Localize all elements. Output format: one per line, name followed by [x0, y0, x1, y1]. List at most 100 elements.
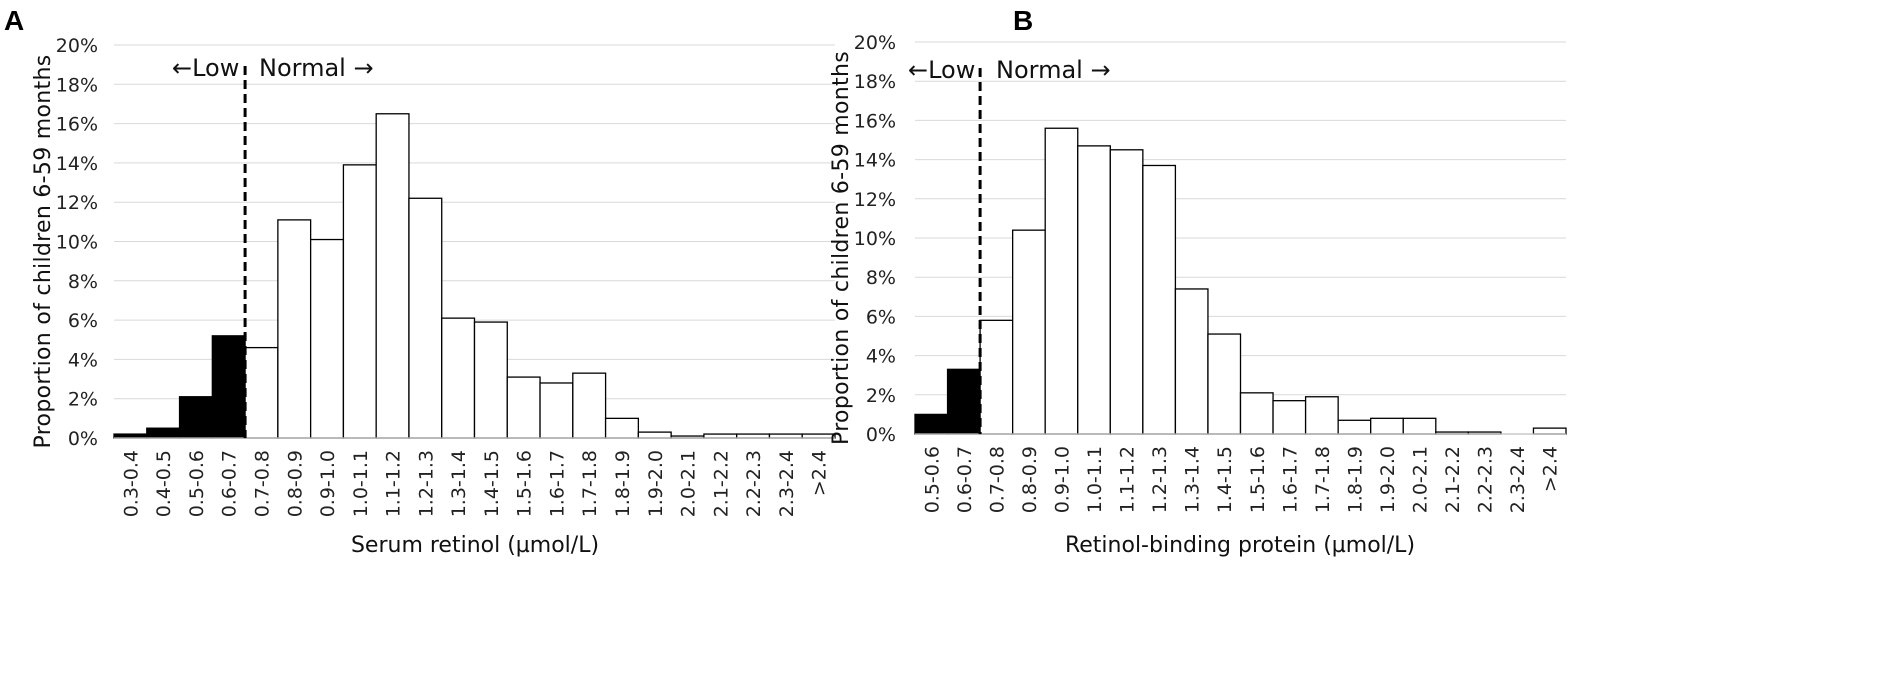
panel-a-y-tick-label: 16%	[56, 114, 98, 136]
panel-a-category-label: 0.4-0.5	[153, 450, 175, 517]
panel-b-bar-1.1-1.2	[1109, 149, 1144, 435]
panel-b-bar-0.6-0.7	[946, 368, 981, 435]
panel-a-bar-1.3-1.4	[441, 317, 476, 439]
panel-b-bar-0.7-0.8	[979, 319, 1014, 435]
panel-a-x-axis-title: Serum retinol (µmol/L)	[351, 533, 599, 558]
panel-b-normal-annotation: Normal →	[996, 56, 1111, 84]
panel-a-category-label: 0.5-0.6	[186, 450, 208, 517]
panel-a-bar-0.5-0.6	[178, 396, 213, 439]
panel-a-bar-1.4-1.5	[473, 321, 508, 439]
panel-b-bar-1.3-1.4	[1174, 288, 1209, 435]
panel-b-category-label: 1.1-1.2	[1117, 446, 1139, 513]
panel-a-category-label: 1.2-1.3	[415, 450, 437, 517]
panel-b-y-tick-label: 16%	[854, 110, 896, 132]
panel-b-category-label: 1.8-1.9	[1344, 446, 1366, 513]
panel-a-category-label: 0.9-1.0	[317, 450, 339, 517]
panel-a-bar-0.8-0.9	[277, 219, 312, 439]
panel-b-category-label: 0.5-0.6	[921, 446, 943, 513]
panel-a-bar-1.8-1.9	[604, 417, 640, 439]
panel-a-bar-1.1-1.2	[375, 113, 410, 439]
panel-b-bar-1.2-1.3	[1142, 164, 1177, 435]
panel-b-y-tick-label: 6%	[866, 306, 896, 328]
panel-a-bar-0.7-0.8	[244, 346, 279, 439]
panel-a-category-label: 1.8-1.9	[612, 450, 634, 517]
panel-a-category-label: 0.6-0.7	[219, 450, 241, 517]
panel-b-bar-1.9-2.0	[1370, 417, 1404, 435]
panel-a-bar-1.5-1.6	[506, 376, 541, 439]
panel-b-category-label: 1.2-1.3	[1149, 446, 1171, 513]
panel-a-y-tick-label: 14%	[56, 153, 98, 175]
panel-a-category-label: 1.6-1.7	[546, 450, 568, 517]
panel-a-bar-1.9-2.0	[637, 431, 672, 439]
panel-a-y-tick-label: 20%	[56, 35, 98, 57]
panel-b-y-tick-label: 4%	[866, 346, 896, 368]
panel-b-y-tick-label: 10%	[854, 228, 896, 250]
panel-b-bar-2.0-2.1	[1402, 417, 1437, 435]
panel-b-bar-1.4-1.5	[1207, 333, 1242, 435]
panel-b-category-label: 0.6-0.7	[954, 446, 976, 513]
panel-a-bar-1.2-1.3	[408, 197, 443, 439]
panel-b-bar-0.5-0.6	[914, 413, 949, 435]
panel-a-category-label: 0.8-0.9	[284, 450, 306, 517]
panel-b-category-label: 0.8-0.9	[1019, 446, 1041, 513]
panel-b-y-axis-title: Proportion of children 6-59 months	[829, 51, 854, 445]
panel-a-y-tick-label: 10%	[56, 232, 98, 254]
panel-a-y-tick-label: 4%	[68, 349, 98, 371]
panel-a-y-tick-label: 18%	[56, 74, 98, 96]
panel-a-bar-0.6-0.7	[211, 335, 246, 439]
panel-a-category-label: 1.9-2.0	[645, 450, 667, 517]
panel-a-category-label: 1.0-1.1	[350, 450, 372, 517]
panel-a-category-label: >2.4	[809, 450, 831, 496]
panel-b-category-label: >2.4	[1540, 446, 1562, 492]
panel-a-category-label: 1.5-1.6	[514, 450, 536, 517]
panel-a-category-label: 0.7-0.8	[251, 450, 273, 517]
panel-b-y-tick-label: 18%	[854, 71, 896, 93]
panel-b-x-axis-title: Retinol-binding protein (µmol/L)	[1065, 533, 1415, 558]
panel-b-category-label: 1.9-2.0	[1377, 446, 1399, 513]
panel-a-y-axis-title: Proportion of children 6-59 months	[31, 55, 56, 449]
panel-a-bar-1.0-1.1	[342, 164, 377, 439]
panel-b-bar-0.8-0.9	[1012, 229, 1046, 435]
panel-b-y-tick-label: 8%	[866, 267, 896, 289]
panel-b-category-label: 1.5-1.6	[1247, 446, 1269, 513]
panel-b-category-label: 1.7-1.8	[1312, 446, 1334, 513]
panel-a-category-label: 2.2-2.3	[743, 450, 765, 517]
panel-b-y-tick-label: 2%	[866, 385, 896, 407]
panel-a-y-tick-label: 0%	[68, 428, 98, 450]
panel-b-bar-1.8-1.9	[1337, 419, 1372, 435]
panel-b-category-label: 0.7-0.8	[986, 446, 1008, 513]
panel-a-category-label: 2.1-2.2	[710, 450, 732, 517]
panel-a-y-tick-label: 8%	[68, 271, 98, 293]
panel-a-y-tick-label: 12%	[56, 192, 98, 214]
panel-b-category-label: 2.2-2.3	[1475, 446, 1497, 513]
panel-b-label: B	[1013, 5, 1033, 36]
panel-a-low-annotation: ←Low	[172, 54, 239, 82]
panel-b-bar-0.9-1.0	[1044, 127, 1079, 435]
panel-b-y-tick-label: 14%	[854, 150, 896, 172]
panel-b-low-annotation: ←Low	[908, 56, 975, 84]
panel-a-bar-0.9-1.0	[309, 238, 345, 439]
panel-b-category-label: 2.1-2.2	[1442, 446, 1464, 513]
panel-b-bar->2.4	[1532, 427, 1567, 435]
panel-a-category-label: 1.4-1.5	[481, 450, 503, 517]
panel-a-category-label: 1.1-1.2	[383, 450, 405, 517]
panel-b-bar-1.7-1.8	[1304, 396, 1339, 435]
panel-b-category-label: 1.0-1.1	[1084, 446, 1106, 513]
panel-b-category-label: 2.3-2.4	[1507, 446, 1529, 513]
panel-b-y-tick-label: 20%	[854, 32, 896, 54]
panel-a-category-label: 2.0-2.1	[678, 450, 700, 517]
panel-a-chart: A 0% 2% 4% 6% 8% 10% 12% 14% 16% 18% 20% 0.3-0.4 0.4…	[4, 5, 836, 558]
panel-a-category-label: 1.7-1.8	[579, 450, 601, 517]
panel-a-category-label: 1.3-1.4	[448, 450, 470, 517]
panel-b-category-label: 2.0-2.1	[1410, 446, 1432, 513]
panel-a-normal-annotation: Normal →	[259, 54, 374, 82]
panel-a-y-tick-label: 6%	[68, 310, 98, 332]
panel-a-label: A	[4, 5, 24, 36]
panel-b-category-label: 1.4-1.5	[1214, 446, 1236, 513]
panel-a-bar-1.6-1.7	[539, 382, 574, 439]
panel-b-y-tick-label: 0%	[866, 424, 896, 446]
panel-a-y-tick-label: 2%	[68, 389, 98, 411]
panel-b-bar-1.0-1.1	[1077, 145, 1111, 435]
panel-a-category-label: 0.3-0.4	[120, 450, 142, 517]
